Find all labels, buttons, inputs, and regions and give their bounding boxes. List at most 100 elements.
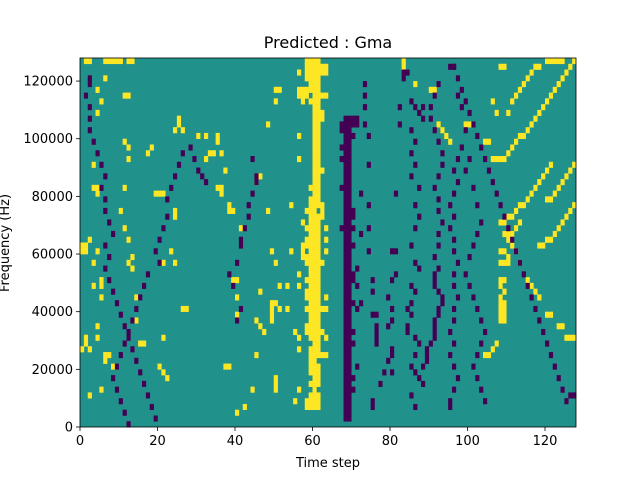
heatmap-cell-low <box>463 98 468 105</box>
heatmap-cell-high <box>320 328 325 336</box>
heatmap-cell-high <box>312 150 317 157</box>
heatmap-cell-high <box>308 398 313 405</box>
heatmap-cell-low <box>545 340 550 347</box>
heatmap-cell-low <box>87 75 92 82</box>
heatmap-cell-high <box>529 69 534 76</box>
heatmap-cell-high <box>312 219 317 226</box>
heatmap-cell-low <box>111 288 116 295</box>
heatmap-cell-low <box>366 202 371 209</box>
heatmap-cell-high <box>316 328 321 336</box>
heatmap-cell-low <box>417 109 422 116</box>
heatmap-cell-high <box>107 58 112 65</box>
heatmap-cell-high <box>304 254 309 261</box>
heatmap-cell-high <box>304 288 309 295</box>
heatmap-cell-high <box>316 92 321 99</box>
heatmap-cell-low <box>483 398 488 405</box>
heatmap-cell-low <box>374 334 379 341</box>
heatmap-cell-high <box>316 271 321 278</box>
heatmap-cell-high <box>308 323 313 330</box>
heatmap-cell-high <box>312 300 317 307</box>
heatmap-cell-high <box>548 92 554 99</box>
heatmap-cell-low <box>347 386 352 393</box>
heatmap-cell-high <box>312 86 317 93</box>
heatmap-cell-low <box>118 398 123 405</box>
heatmap-cell-high <box>235 409 240 416</box>
heatmap-cell-low <box>413 334 418 341</box>
heatmap-cell-high <box>308 248 313 255</box>
heatmap-cell-low <box>409 311 414 318</box>
heatmap-cell-low <box>452 190 457 197</box>
heatmap-cell-low <box>405 69 410 76</box>
heatmap-cell-low <box>103 173 108 180</box>
heatmap-cell-low <box>355 282 360 289</box>
heatmap-cell-high <box>529 190 534 197</box>
heatmap-cell-low <box>424 352 430 359</box>
heatmap-cell-high <box>514 225 519 232</box>
heatmap-cell-low <box>428 340 433 347</box>
heatmap-cell-high <box>300 254 306 261</box>
x-tick-label: 60 <box>304 434 321 449</box>
heatmap-plot-area <box>80 58 577 428</box>
heatmap-cell-high <box>316 104 321 111</box>
heatmap-cell-low <box>452 167 457 174</box>
heatmap-cell-low <box>157 236 162 243</box>
heatmap-cell-high <box>95 334 100 341</box>
heatmap-cell-low <box>130 317 135 324</box>
heatmap-cell-high <box>308 58 313 65</box>
chart-title: Predicted : Gma <box>264 33 392 52</box>
heatmap-cell-low <box>250 156 255 163</box>
heatmap-cell-high <box>324 248 329 255</box>
heatmap-cell-low <box>351 277 356 284</box>
heatmap-cell-high <box>99 282 104 289</box>
heatmap-cell-low <box>471 363 476 370</box>
heatmap-cell-high <box>320 213 325 220</box>
heatmap-cell-low <box>347 380 352 387</box>
heatmap-cell-high <box>312 340 317 347</box>
heatmap-cell-low <box>440 300 445 307</box>
heatmap-cell-high <box>180 127 185 134</box>
heatmap-cell-high <box>273 259 278 266</box>
heatmap-cell-low <box>238 242 244 249</box>
heatmap-cell-high <box>308 63 313 70</box>
heatmap-cell-high <box>293 328 298 336</box>
heatmap-cell-low <box>370 277 375 284</box>
heatmap-cell-high <box>80 242 85 249</box>
heatmap-cell-low <box>432 271 437 278</box>
heatmap-cell-low <box>111 230 116 238</box>
heatmap-cell-high <box>126 144 131 151</box>
heatmap-cell-high <box>560 323 565 330</box>
heatmap-cell-high <box>308 380 313 387</box>
heatmap-cell-low <box>452 386 457 393</box>
heatmap-cell-high <box>312 213 317 220</box>
heatmap-cell-high <box>312 81 317 88</box>
heatmap-cell-low <box>347 369 352 376</box>
heatmap-cell-high <box>142 340 147 347</box>
heatmap-cell-high <box>273 380 278 387</box>
heatmap-cell-low <box>510 236 515 243</box>
heatmap-cell-low <box>417 340 422 347</box>
heatmap-cell-low <box>471 121 476 128</box>
heatmap-cell-high <box>537 294 542 301</box>
heatmap-cell-low <box>343 305 348 312</box>
heatmap-cell-high <box>316 156 321 163</box>
heatmap-cell-high <box>122 184 127 191</box>
heatmap-cell-low <box>479 340 484 347</box>
heatmap-cell-high <box>308 75 313 82</box>
heatmap-cell-high <box>269 300 275 307</box>
heatmap-cell-high <box>572 161 577 168</box>
heatmap-cell-high <box>572 334 577 341</box>
heatmap-cell-low <box>114 300 120 307</box>
heatmap-cell-low <box>347 219 352 226</box>
heatmap-cell-low <box>459 86 464 93</box>
heatmap-cell-high <box>502 156 507 163</box>
heatmap-cell-low <box>370 311 375 318</box>
heatmap-cell-high <box>308 334 313 341</box>
heatmap-cell-high <box>533 63 538 70</box>
heatmap-cell-low <box>436 242 441 249</box>
heatmap-cell-low <box>537 317 542 324</box>
heatmap-cell-high <box>537 179 542 186</box>
heatmap-cell-low <box>436 305 441 312</box>
heatmap-cell-low <box>405 323 410 330</box>
heatmap-cell-high <box>316 81 321 88</box>
